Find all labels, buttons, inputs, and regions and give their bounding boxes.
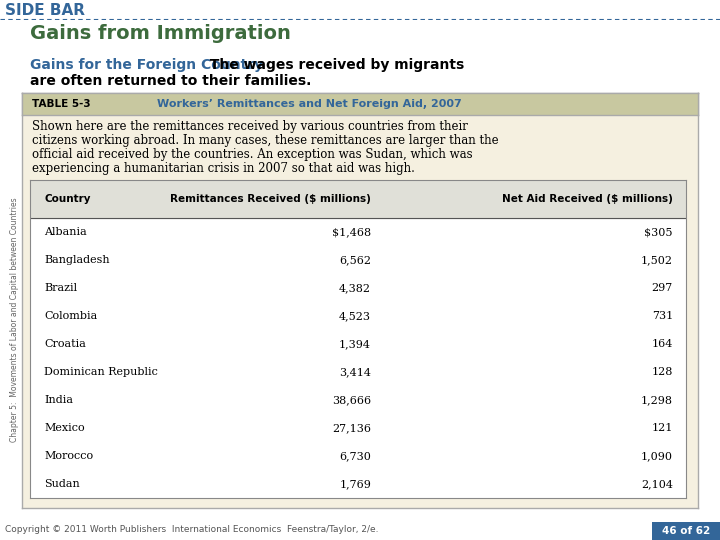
Text: 6,730: 6,730 [339, 451, 371, 461]
Text: TABLE 5-3: TABLE 5-3 [32, 99, 91, 109]
Text: $305: $305 [644, 227, 673, 237]
Bar [30, 180, 686, 218]
Text: 3,414: 3,414 [339, 367, 371, 377]
Text: 1,090: 1,090 [641, 451, 673, 461]
Text: Remittances Received ($ millions): Remittances Received ($ millions) [170, 194, 371, 204]
Text: Morocco: Morocco [45, 451, 94, 461]
Text: 1,502: 1,502 [641, 255, 673, 265]
Text: 164: 164 [652, 339, 673, 349]
Text: 38,666: 38,666 [332, 395, 371, 405]
Text: India: India [45, 395, 73, 405]
Text: Shown here are the remittances received by various countries from their: Shown here are the remittances received … [32, 120, 468, 133]
Text: Gains for the Foreign Country: Gains for the Foreign Country [30, 58, 263, 72]
Text: official aid received by the countries. An exception was Sudan, which was: official aid received by the countries. … [32, 148, 472, 161]
Text: 731: 731 [652, 311, 673, 321]
Text: experiencing a humanitarian crisis in 2007 so that aid was high.: experiencing a humanitarian crisis in 20… [32, 162, 415, 175]
Text: 128: 128 [652, 367, 673, 377]
Text: The wages received by migrants: The wages received by migrants [200, 58, 464, 72]
Text: Albania: Albania [45, 227, 87, 237]
Text: 1,298: 1,298 [641, 395, 673, 405]
Text: $1,468: $1,468 [332, 227, 371, 237]
Text: 46 of 62: 46 of 62 [662, 526, 710, 536]
Text: 121: 121 [652, 423, 673, 433]
Text: Chapter 5:  Movements of Labor and Capital between Countries: Chapter 5: Movements of Labor and Capita… [10, 198, 19, 442]
Text: Workers’ Remittances and Net Foreign Aid, 2007: Workers’ Remittances and Net Foreign Aid… [157, 99, 462, 109]
Text: Country: Country [45, 194, 91, 204]
Text: are often returned to their families.: are often returned to their families. [30, 74, 311, 88]
Text: 297: 297 [652, 283, 673, 293]
Text: Brazil: Brazil [45, 283, 78, 293]
Text: SIDE BAR: SIDE BAR [5, 3, 85, 18]
Text: Bangladesh: Bangladesh [45, 255, 110, 265]
Text: citizens working abroad. In many cases, these remittances are larger than the: citizens working abroad. In many cases, … [32, 134, 499, 147]
Text: Colombia: Colombia [45, 311, 98, 321]
Text: 4,523: 4,523 [339, 311, 371, 321]
Text: 2,104: 2,104 [641, 479, 673, 489]
Text: Dominican Republic: Dominican Republic [45, 367, 158, 377]
Text: Net Aid Received ($ millions): Net Aid Received ($ millions) [502, 194, 673, 204]
Text: Gains from Immigration: Gains from Immigration [30, 24, 291, 43]
Text: Sudan: Sudan [45, 479, 80, 489]
Text: 1,769: 1,769 [339, 479, 371, 489]
Text: 4,382: 4,382 [339, 283, 371, 293]
Text: 6,562: 6,562 [339, 255, 371, 265]
Text: Mexico: Mexico [45, 423, 85, 433]
Text: 1,394: 1,394 [339, 339, 371, 349]
Text: Croatia: Croatia [45, 339, 86, 349]
Text: 27,136: 27,136 [332, 423, 371, 433]
Text: Copyright © 2011 Worth Publishers  International Economics  Feenstra/Taylor, 2/e: Copyright © 2011 Worth Publishers Intern… [5, 525, 379, 534]
